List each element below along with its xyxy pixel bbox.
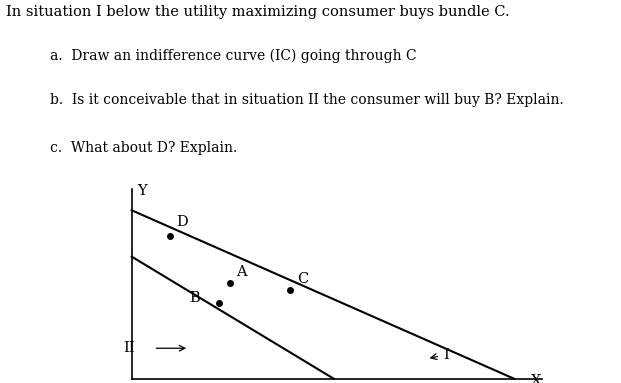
Text: Y: Y [137, 183, 147, 198]
Text: B: B [189, 291, 200, 305]
Text: II: II [123, 341, 134, 355]
Text: X: X [530, 374, 541, 383]
Text: A: A [237, 265, 247, 279]
Text: c.  What about D? Explain.: c. What about D? Explain. [50, 141, 237, 155]
Text: D: D [176, 215, 188, 229]
Text: In situation I below the utility maximizing consumer buys bundle C.: In situation I below the utility maximiz… [6, 5, 510, 19]
Text: C: C [297, 272, 308, 286]
Text: b.  Is it conceivable that in situation II the consumer will buy B? Explain.: b. Is it conceivable that in situation I… [50, 93, 563, 107]
Text: I: I [431, 347, 449, 362]
Text: a.  Draw an indifference curve (IC) going through C: a. Draw an indifference curve (IC) going… [50, 48, 416, 63]
